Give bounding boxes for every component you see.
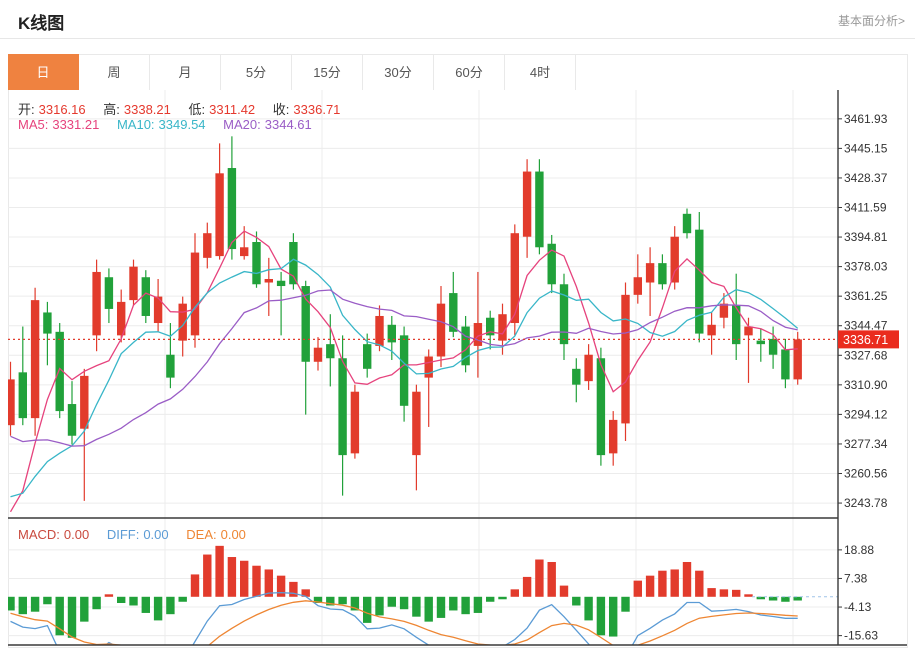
- svg-text:3294.12: 3294.12: [844, 407, 888, 421]
- svg-text:-4.13: -4.13: [844, 600, 872, 614]
- svg-text:3344.47: 3344.47: [844, 319, 888, 333]
- tab-day[interactable]: 日: [8, 54, 79, 90]
- svg-text:3361.25: 3361.25: [844, 289, 888, 303]
- svg-text:3428.37: 3428.37: [844, 171, 888, 185]
- svg-text:7.38: 7.38: [844, 571, 868, 585]
- svg-text:-15.63: -15.63: [844, 629, 878, 643]
- tab-60min[interactable]: 60分: [434, 54, 505, 90]
- svg-text:3411.59: 3411.59: [844, 200, 887, 214]
- svg-text:3327.68: 3327.68: [844, 348, 888, 362]
- macd-hist-layer: [8, 545, 802, 638]
- svg-text:3243.78: 3243.78: [844, 496, 888, 510]
- page-title: K线图: [18, 14, 65, 33]
- ma10-line: [10, 258, 799, 498]
- tab-week[interactable]: 周: [79, 54, 150, 90]
- tab-bar: 日周月 5分 15分 30分 60分 4时: [8, 54, 576, 90]
- svg-text:3310.90: 3310.90: [844, 378, 888, 392]
- grid-layer: [8, 90, 838, 645]
- candles-layer: [8, 136, 802, 501]
- tab-4hour[interactable]: 4时: [505, 54, 576, 90]
- svg-text:3394.81: 3394.81: [844, 230, 888, 244]
- tab-30min[interactable]: 30分: [363, 54, 434, 90]
- svg-text:3277.34: 3277.34: [844, 437, 888, 451]
- svg-text:3445.15: 3445.15: [844, 141, 888, 155]
- ma5-line: [9, 230, 798, 513]
- svg-text:18.88: 18.88: [844, 543, 874, 557]
- svg-text:3378.03: 3378.03: [844, 260, 888, 274]
- svg-text:3336.71: 3336.71: [843, 333, 888, 347]
- tab-month[interactable]: 月: [150, 54, 221, 90]
- svg-text:3461.93: 3461.93: [844, 112, 888, 126]
- diff-line: [10, 591, 798, 645]
- ma20-line: [10, 289, 798, 447]
- price-badge: 3336.71: [838, 330, 899, 349]
- y-axis-labels: 3461.93 3445.15 3428.37 3411.59 3394.81 3378.…: [838, 112, 888, 643]
- axes-layer: [8, 90, 907, 646]
- fundamental-analysis-link[interactable]: 基本面分析>: [837, 14, 905, 28]
- tab-5min[interactable]: 5分: [221, 54, 292, 90]
- dea-line: [10, 600, 798, 645]
- tab-15min[interactable]: 15分: [292, 54, 363, 90]
- svg-text:3260.56: 3260.56: [844, 467, 888, 481]
- page-header: K线图 基本面分析>: [0, 0, 915, 39]
